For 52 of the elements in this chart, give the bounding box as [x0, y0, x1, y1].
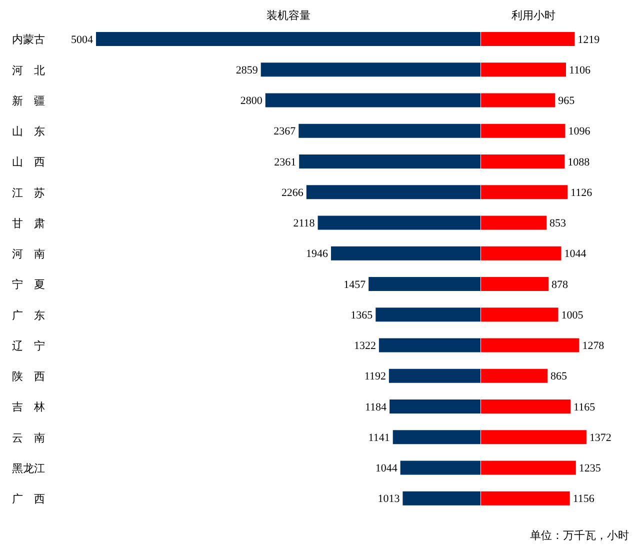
data-label: 1044	[375, 462, 398, 475]
data-label: 853	[549, 218, 566, 230]
data-label: 2800	[240, 95, 263, 108]
data-label: 1946	[306, 248, 329, 260]
data-label: 1156	[572, 493, 594, 506]
y-tick-label: 辽 宁	[12, 339, 45, 352]
y-tick-label: 山 东	[12, 125, 45, 138]
data-label: 1235	[578, 462, 601, 475]
y-tick-label: 广 东	[12, 308, 45, 322]
data-label: 2118	[293, 218, 316, 230]
data-label: 965	[558, 95, 575, 108]
bar	[480, 32, 574, 46]
y-tick-label: 广 西	[12, 492, 45, 506]
data-label: 1044	[564, 248, 586, 260]
y-tick-label: 河 南	[12, 248, 45, 261]
chart-title: 利用小时	[510, 8, 556, 24]
data-label: 1013	[378, 493, 400, 506]
y-tick-label: 云 南	[12, 431, 45, 444]
data-label: 1365	[350, 309, 374, 322]
y-tick-label: 宁 夏	[12, 278, 45, 292]
data-label: 1005	[560, 309, 584, 322]
data-label: 865	[550, 370, 568, 383]
y-tick-label: 吉 林	[12, 400, 45, 414]
data-label: 2859	[236, 64, 258, 76]
y-tick-label: 黑龙江	[12, 462, 45, 475]
data-label: 5004	[71, 34, 94, 46]
data-label: 2266	[281, 186, 304, 199]
chart-title: 装机容量	[265, 8, 312, 24]
data-label: 1106	[568, 64, 591, 76]
data-label: 1192	[364, 370, 386, 383]
data-label: 1165	[573, 401, 596, 414]
data-label: 2367	[274, 126, 296, 138]
data-label: 1278	[582, 340, 604, 352]
data-label: 878	[551, 278, 568, 291]
y-tick-label: 河 北	[12, 64, 45, 77]
data-label: 1457	[344, 278, 366, 291]
y-tick-label: 新 疆	[12, 94, 45, 108]
data-label: 1096	[568, 126, 590, 138]
y-tick-label: 陕 西	[12, 370, 45, 384]
text: 单位：万千瓦，小时	[529, 528, 629, 543]
y-tick-label: 甘 肃	[12, 216, 45, 230]
data-label: 1126	[570, 186, 592, 199]
data-label: 1322	[354, 340, 376, 352]
y-tick-label: 江 苏	[12, 186, 45, 200]
data-label: 2361	[274, 156, 296, 168]
y-tick-label: 山 西	[12, 156, 45, 169]
y-tick-label: 内蒙古	[12, 33, 45, 46]
data-label: 1219	[577, 34, 600, 46]
data-label: 1088	[567, 156, 590, 168]
data-label: 1141	[368, 432, 390, 444]
data-label: 1184	[364, 401, 388, 414]
data-label: 1372	[588, 432, 611, 444]
